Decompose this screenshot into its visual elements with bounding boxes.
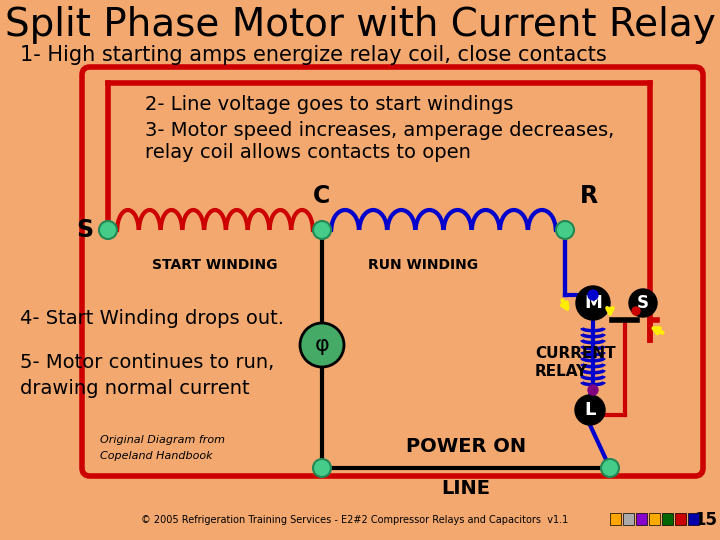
Circle shape (576, 286, 610, 320)
Circle shape (99, 221, 117, 239)
Text: M: M (584, 294, 602, 312)
Text: 3- Motor speed increases, amperage decreases,: 3- Motor speed increases, amperage decre… (145, 120, 614, 139)
Text: 5- Motor continues to run,: 5- Motor continues to run, (20, 354, 274, 373)
Circle shape (632, 307, 640, 315)
Circle shape (313, 459, 331, 477)
Circle shape (588, 385, 598, 395)
Circle shape (313, 221, 331, 239)
Circle shape (588, 290, 598, 300)
Circle shape (629, 289, 657, 317)
Text: 15: 15 (695, 511, 718, 529)
Text: S: S (637, 294, 649, 312)
Text: Split Phase Motor with Current Relay: Split Phase Motor with Current Relay (4, 6, 716, 44)
Text: © 2005 Refrigeration Training Services - E2#2 Compressor Relays and Capacitors  : © 2005 Refrigeration Training Services -… (141, 515, 569, 525)
Text: drawing normal current: drawing normal current (20, 379, 250, 397)
Bar (662, 513, 673, 525)
Bar (610, 513, 621, 525)
Text: 2- Line voltage goes to start windings: 2- Line voltage goes to start windings (145, 96, 513, 114)
Bar (636, 513, 647, 525)
Text: Original Diagram from: Original Diagram from (100, 435, 225, 445)
Text: R: R (580, 184, 598, 208)
Text: relay coil allows contacts to open: relay coil allows contacts to open (145, 144, 471, 163)
Text: C: C (313, 184, 330, 208)
Text: POWER ON: POWER ON (406, 436, 526, 456)
Circle shape (556, 221, 574, 239)
Text: L: L (585, 401, 595, 419)
Text: LINE: LINE (441, 478, 490, 497)
Text: RELAY: RELAY (535, 364, 588, 380)
Circle shape (575, 395, 605, 425)
Text: S: S (76, 218, 93, 242)
Text: 4- Start Winding drops out.: 4- Start Winding drops out. (20, 308, 284, 327)
Circle shape (300, 323, 344, 367)
Text: RUN WINDING: RUN WINDING (369, 258, 479, 272)
Circle shape (601, 459, 619, 477)
Bar (675, 513, 686, 525)
Text: Copeland Handbook: Copeland Handbook (100, 451, 212, 461)
Text: START WINDING: START WINDING (152, 258, 278, 272)
Bar (688, 513, 699, 525)
Text: 1- High starting amps energize relay coil, close contacts: 1- High starting amps energize relay coi… (20, 45, 607, 65)
Text: φ: φ (315, 335, 329, 355)
Bar (623, 513, 634, 525)
Text: CURRENT: CURRENT (535, 346, 616, 361)
Bar (649, 513, 660, 525)
